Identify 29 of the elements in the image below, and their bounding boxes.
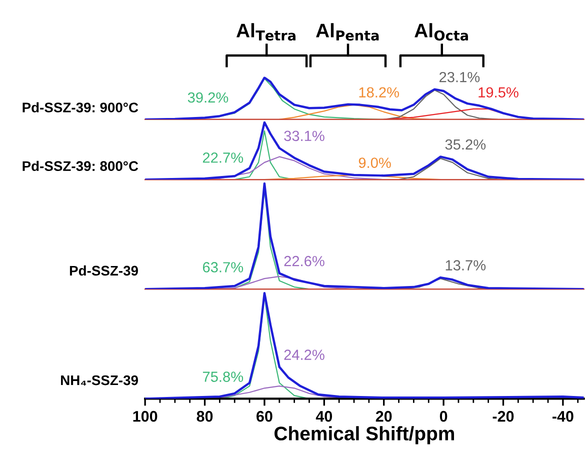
series-label: 18.2% xyxy=(359,87,400,98)
x-tick-label: -20 xyxy=(492,410,514,422)
text: Al$_{Tetra}$ xyxy=(236,23,296,41)
x-tick-label: 0 xyxy=(440,410,448,422)
series-label: 22.6% xyxy=(284,256,324,266)
text: Al$_{Penta}$ xyxy=(316,23,379,41)
x-tick-label: 60 xyxy=(256,410,272,422)
x-tick-label: 20 xyxy=(376,410,392,422)
x-tick-label: -40 xyxy=(552,410,574,422)
series-label: 33.1% xyxy=(284,130,324,142)
series-label: 39.2% xyxy=(188,92,228,103)
y-axis-title: Pd-SSZ-39: 900°C xyxy=(22,102,138,112)
x-tick-label: 100 xyxy=(133,410,158,422)
series-label: 35.2% xyxy=(445,139,486,150)
y-axis-title: Pd-SSZ-39: 800°C xyxy=(22,160,138,172)
series-label: 24.2% xyxy=(284,350,324,360)
y-axis-title: Pd-SSZ-39 xyxy=(70,265,138,276)
series-label: 19.5% xyxy=(478,87,518,98)
series-label: 23.1% xyxy=(439,72,480,82)
x-axis-title: Chemical Shift/ppm xyxy=(274,426,454,444)
series-label: 22.7% xyxy=(202,152,244,163)
text: Al$_{Octa}$ xyxy=(414,23,468,41)
series-label: 13.7% xyxy=(446,260,486,270)
x-tick-label: 80 xyxy=(196,410,213,422)
y-axis-title: NH₄-SSZ-39 xyxy=(61,375,138,386)
x-tick-label: 40 xyxy=(316,410,332,422)
series-label: 75.8% xyxy=(202,372,244,382)
series-label: 9.0% xyxy=(358,158,391,168)
series-label: 63.7% xyxy=(202,262,244,272)
